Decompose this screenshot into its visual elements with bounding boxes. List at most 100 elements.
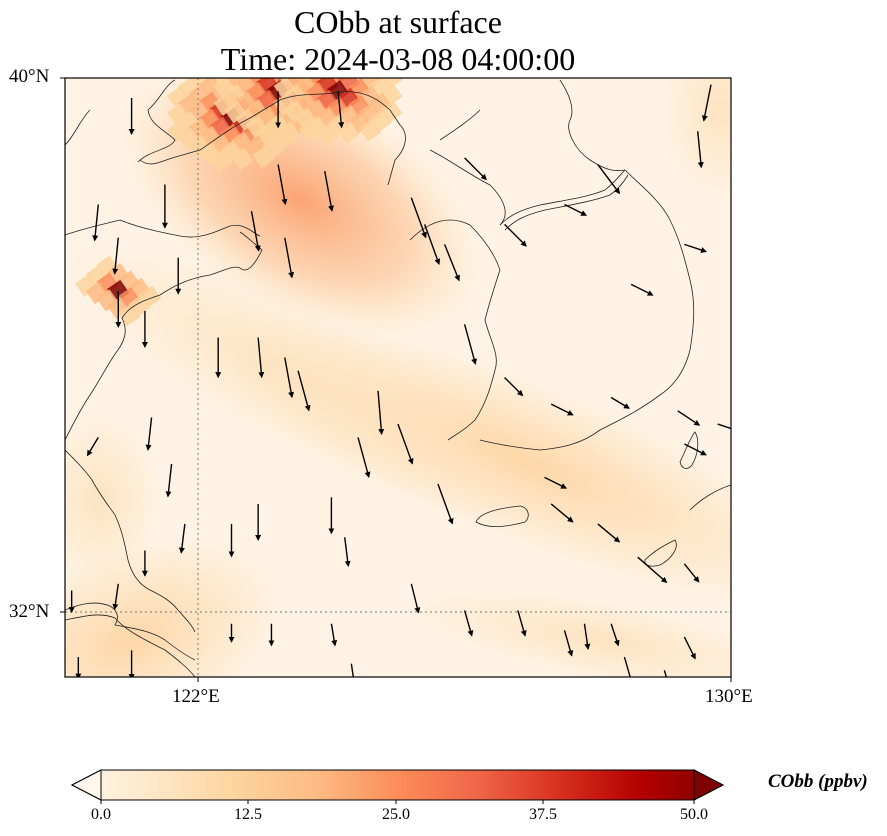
wind-arrow — [92, 204, 99, 242]
wind-arrow — [324, 171, 334, 212]
wind-arrow — [377, 390, 385, 436]
wind-arrow — [597, 164, 621, 195]
wind-arrow — [637, 556, 668, 584]
concentration-cell — [338, 54, 360, 76]
colorbar-tick-label: 25.0 — [382, 806, 410, 823]
wind-arrow — [517, 610, 527, 637]
concentration-cell — [256, 39, 278, 61]
wind-arrow — [410, 583, 421, 614]
coastline-jiangsu — [65, 449, 196, 633]
wind-arrow — [165, 463, 173, 498]
wind-arrow — [350, 663, 354, 677]
y-tick-label-40n: 40°N — [9, 66, 50, 87]
wind-arrow — [277, 164, 288, 206]
wind-arrow — [178, 523, 186, 554]
field-layer — [65, 37, 731, 677]
coastline-yangtze-s — [65, 614, 196, 677]
wind-arrow — [463, 324, 477, 365]
wind-arrow — [663, 670, 668, 677]
concentration-cell — [234, 78, 258, 81]
wind-arrow — [677, 410, 701, 426]
concentration-cell — [295, 41, 317, 63]
plot-frame — [64, 77, 732, 678]
wind-arrow — [610, 623, 620, 647]
wind-arrow — [65, 137, 66, 142]
wind-arrow — [284, 237, 295, 279]
concentration-cell — [224, 51, 246, 73]
concentration-cell — [235, 41, 257, 63]
colorbar-tick-label: 37.5 — [529, 806, 557, 823]
wind-arrow — [701, 84, 712, 122]
wind-arrow — [610, 396, 630, 409]
wind-arrow — [86, 437, 99, 457]
concentration-cell — [278, 37, 300, 59]
colorbar-extend-min — [70, 769, 102, 801]
concentration-cell — [256, 123, 279, 146]
wind-arrow — [544, 476, 568, 489]
x-tick-label-122e: 122°E — [172, 686, 220, 707]
wind-arrow — [257, 337, 265, 379]
chart-subtitle: Time: 2024-03-08 04:00:00 — [220, 41, 576, 77]
wind-arrow — [504, 223, 527, 247]
colorbar-tick-label: 50.0 — [680, 806, 708, 823]
field-band-northeast — [660, 78, 731, 200]
wind-arrow — [397, 423, 414, 465]
coastline-yangtze-n — [65, 602, 196, 661]
wind-arrow — [683, 636, 696, 660]
wind-arrow — [684, 243, 707, 253]
colorbar-bar — [70, 769, 725, 801]
concentration-cell — [306, 49, 328, 71]
concentration-cell — [256, 78, 279, 79]
colorbar-extend-max — [693, 769, 725, 801]
concentration-cell — [294, 78, 318, 81]
coastline-dmz-border — [499, 169, 626, 226]
concentration-cell — [316, 78, 339, 79]
wind-arrow — [697, 131, 704, 169]
colorbar — [70, 769, 725, 804]
wind-arrow — [684, 443, 707, 456]
y-tick-label-32n: 32°N — [9, 601, 50, 622]
coastline-korea-west — [409, 219, 501, 441]
concentration-cell — [284, 51, 306, 73]
concentration-cell — [246, 49, 268, 71]
concentration-cell — [267, 47, 289, 69]
coastline-bohai-west — [65, 109, 261, 238]
wind-arrow — [284, 357, 295, 399]
wind-arrow — [550, 503, 574, 523]
coastline-korea-south — [479, 169, 695, 451]
coastline-shandong — [65, 231, 263, 441]
field-band-yangtze — [65, 539, 284, 677]
concentration-cell — [348, 45, 370, 67]
field-cells — [75, 37, 403, 327]
coastline-north-korea-west — [429, 79, 626, 226]
x-tick-label-130e: 130°E — [705, 686, 753, 707]
wind-arrow — [357, 437, 371, 478]
concentration-cell — [278, 54, 300, 76]
concentration-cell — [252, 145, 275, 169]
wind-arrow — [330, 623, 338, 647]
wind-arrow — [583, 623, 591, 650]
coastline-kyushu — [644, 484, 731, 567]
concentration-cell — [209, 149, 232, 173]
concentration-cell — [359, 52, 381, 74]
wind-arrow — [145, 417, 153, 451]
wind-arrow — [410, 197, 427, 239]
wind-arrow — [630, 283, 654, 296]
concentration-cell — [316, 123, 339, 146]
wind-arrow — [563, 630, 574, 657]
wind-arrow — [550, 403, 574, 416]
wind-arrow — [250, 210, 261, 252]
concentration-cell — [327, 47, 349, 69]
colorbar-label: CObb (ppbv) — [768, 771, 868, 792]
wind-arrow — [297, 370, 311, 412]
chart-title: CObb at surface — [294, 4, 502, 40]
wind-vectors — [65, 84, 731, 677]
colorbar-tick-label: 0.0 — [91, 806, 111, 823]
field-band-jiangsu — [65, 410, 160, 590]
wind-arrow — [337, 91, 345, 129]
wind-arrow — [623, 656, 634, 677]
wind-arrow — [464, 157, 487, 181]
wind-arrow — [717, 423, 731, 430]
concentration-cell — [231, 147, 254, 171]
